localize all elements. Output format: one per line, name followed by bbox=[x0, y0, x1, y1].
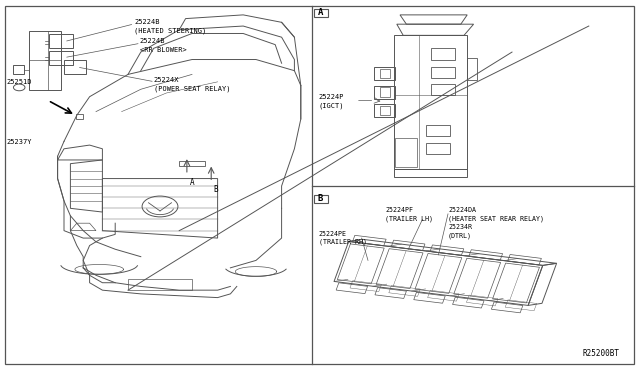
Bar bbox=[334, 241, 543, 305]
Bar bbox=[413, 292, 445, 303]
Bar bbox=[431, 67, 455, 78]
Bar bbox=[29, 31, 61, 90]
Text: (POWER SEAT RELAY): (POWER SEAT RELAY) bbox=[154, 85, 230, 92]
Bar bbox=[64, 60, 86, 74]
Text: 25251D: 25251D bbox=[6, 79, 32, 85]
Bar bbox=[426, 143, 450, 154]
Bar bbox=[452, 297, 484, 308]
Text: (DTRL): (DTRL) bbox=[448, 232, 472, 239]
Text: 25224PE: 25224PE bbox=[319, 231, 347, 237]
Bar bbox=[374, 67, 395, 80]
Bar bbox=[375, 288, 406, 298]
Bar bbox=[353, 235, 386, 246]
Bar bbox=[426, 125, 450, 136]
Bar bbox=[428, 290, 459, 301]
Text: R25200BT: R25200BT bbox=[582, 349, 620, 358]
Bar bbox=[337, 244, 384, 284]
Bar bbox=[388, 285, 420, 296]
Bar bbox=[493, 263, 540, 303]
Bar bbox=[314, 195, 328, 203]
Text: 25224DA: 25224DA bbox=[448, 207, 476, 213]
Text: 25224X: 25224X bbox=[154, 77, 179, 83]
Bar bbox=[391, 240, 425, 251]
Bar bbox=[374, 104, 395, 117]
Bar bbox=[336, 283, 367, 294]
Text: A: A bbox=[318, 8, 323, 17]
Bar bbox=[431, 48, 455, 60]
Bar bbox=[394, 35, 467, 169]
Bar bbox=[49, 34, 73, 48]
Bar bbox=[469, 250, 502, 260]
Text: 25224B: 25224B bbox=[134, 19, 160, 25]
Bar bbox=[49, 51, 73, 65]
Text: (HEATER SEAT REAR RELAY): (HEATER SEAT REAR RELAY) bbox=[448, 215, 544, 222]
Bar bbox=[508, 254, 541, 265]
Text: A: A bbox=[189, 178, 194, 187]
Bar bbox=[380, 106, 390, 115]
Text: (TRAILER LH): (TRAILER LH) bbox=[385, 215, 433, 222]
Text: 25224P: 25224P bbox=[319, 94, 344, 100]
Text: 25224PF: 25224PF bbox=[385, 207, 413, 213]
Text: <RR BLOWER>: <RR BLOWER> bbox=[140, 47, 186, 53]
Bar bbox=[492, 302, 523, 313]
Bar bbox=[505, 300, 537, 311]
Bar bbox=[314, 9, 328, 17]
Bar bbox=[430, 245, 464, 255]
Bar bbox=[380, 87, 390, 97]
Bar bbox=[415, 253, 462, 294]
Bar bbox=[380, 69, 390, 78]
Bar bbox=[394, 169, 467, 177]
Text: (IGCT): (IGCT) bbox=[319, 102, 344, 109]
Bar bbox=[431, 84, 455, 95]
Bar bbox=[350, 281, 381, 292]
Text: 25237Y: 25237Y bbox=[6, 139, 32, 145]
Bar bbox=[76, 114, 83, 119]
Text: B: B bbox=[214, 185, 218, 194]
Text: (HEATED STEERING): (HEATED STEERING) bbox=[134, 28, 207, 35]
Bar bbox=[13, 65, 24, 74]
Text: 25234R: 25234R bbox=[448, 224, 472, 230]
Bar bbox=[395, 138, 417, 167]
Bar bbox=[179, 161, 205, 166]
Bar bbox=[467, 295, 498, 306]
Text: 25224B: 25224B bbox=[140, 38, 165, 44]
Bar bbox=[374, 86, 395, 99]
Text: B: B bbox=[318, 194, 323, 203]
Text: (TRAILER RH): (TRAILER RH) bbox=[319, 239, 367, 246]
Bar bbox=[454, 258, 500, 298]
Bar bbox=[376, 249, 423, 289]
